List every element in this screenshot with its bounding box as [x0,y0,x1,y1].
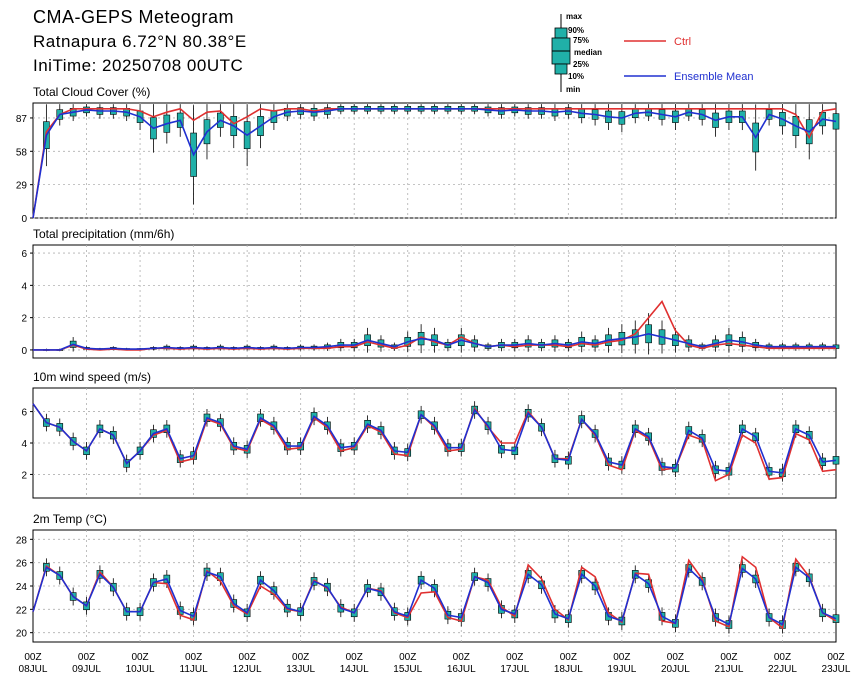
panel-title: Total precipitation (mm/6h) [33,227,174,241]
y-tick-label: 2 [21,470,27,481]
legend: max 90% 75% median 25% 10% min Ctrl Ense… [551,12,754,94]
y-tick-label: 6 [21,249,27,260]
y-tick-label: 26 [16,559,28,570]
x-tick-date: 17JUL [500,664,529,675]
y-tick-label: 28 [16,535,28,546]
ctrl-series-line [32,555,837,630]
legend-label-90: 90% [568,26,584,35]
panel-title: 10m wind speed (m/s) [33,370,151,384]
x-tick-date: 11JUL [180,664,209,675]
y-tick-label: 58 [16,147,28,158]
legend-label-25: 25% [573,60,589,69]
mean-series-line [32,565,837,626]
legend-label-max: max [566,12,583,21]
x-tick-hour: 00Z [506,652,523,663]
panel-3: 2 4 6 10m wind speed (m/s) [21,370,840,499]
x-tick-date: 08JUL [19,664,48,675]
panel-frame [32,244,837,359]
x-tick-date: 10JUL [126,664,155,675]
legend-box-lower [554,63,568,75]
x-tick-date: 18JUL [554,664,583,675]
panel-2: 0 2 4 6 Total precipitation (mm/6h) [21,227,840,359]
legend-label-median: median [574,48,602,57]
x-tick-date: 23JUL [822,664,851,675]
y-tick-label: 0 [21,346,27,357]
y-tick-label: 87 [16,114,28,125]
x-tick-date: 09JUL [72,664,101,675]
mean-series-line [32,108,837,219]
panel-title: Total Cloud Cover (%) [33,85,150,99]
legend-label-10: 10% [568,72,584,81]
x-tick-hour: 00Z [24,652,41,663]
page-title: CMA-GEPS Meteogram [33,7,235,27]
y-tick-label: 29 [16,181,28,192]
x-tick-hour: 00Z [720,652,737,663]
panel-1: 0 29 58 87 Total Cloud Cover (%) [16,85,840,225]
y-tick-label: 6 [21,408,27,419]
init-time-label: IniTime: 20250708 00UTC [33,56,244,75]
x-tick-date: 19JUL [607,664,636,675]
x-tick-hour: 00Z [453,652,470,663]
x-tick-date: 13JUL [286,664,315,675]
x-tick-hour: 00Z [827,652,844,663]
x-tick-hour: 00Z [667,652,684,663]
x-tick-date: 20JUL [661,664,690,675]
x-tick-date: 16JUL [447,664,476,675]
x-tick-hour: 00Z [774,652,791,663]
x-tick-hour: 00Z [131,652,148,663]
x-tick-hour: 00Z [78,652,95,663]
y-tick-label: 0 [21,214,27,225]
location-label: Ratnapura 6.72°N 80.38°E [33,32,247,51]
y-tick-label: 4 [21,281,27,292]
legend-label-min: min [566,85,580,94]
panel-title: 2m Temp (°C) [33,512,107,526]
x-tick-date: 22JUL [768,664,797,675]
x-tick-hour: 00Z [292,652,309,663]
mean-series-line [33,332,836,351]
legend-box-upper [554,27,568,39]
x-tick-hour: 00Z [399,652,416,663]
x-tick-hour: 00Z [346,652,363,663]
legend-label-75: 75% [573,36,589,45]
x-tick-hour: 00Z [613,652,630,663]
x-tick-date: 21JUL [714,664,743,675]
legend-mean-label: Ensemble Mean [674,71,754,83]
mean-series-line [32,403,837,474]
x-tick-hour: 00Z [560,652,577,663]
x-tick-hour: 00Z [239,652,256,663]
x-tick-date: 14JUL [340,664,369,675]
x-tick-date: 12JUL [233,664,262,675]
panel-4: 20 22 24 26 28 2m Temp (°C) [16,512,840,643]
y-tick-label: 20 [16,629,28,640]
y-tick-label: 24 [16,582,28,593]
x-tick-date: 15JUL [393,664,422,675]
legend-ctrl-label: Ctrl [674,36,691,48]
y-tick-label: 4 [21,439,27,450]
y-tick-label: 2 [21,314,27,325]
x-tick-hour: 00Z [185,652,202,663]
y-tick-label: 22 [16,605,28,616]
